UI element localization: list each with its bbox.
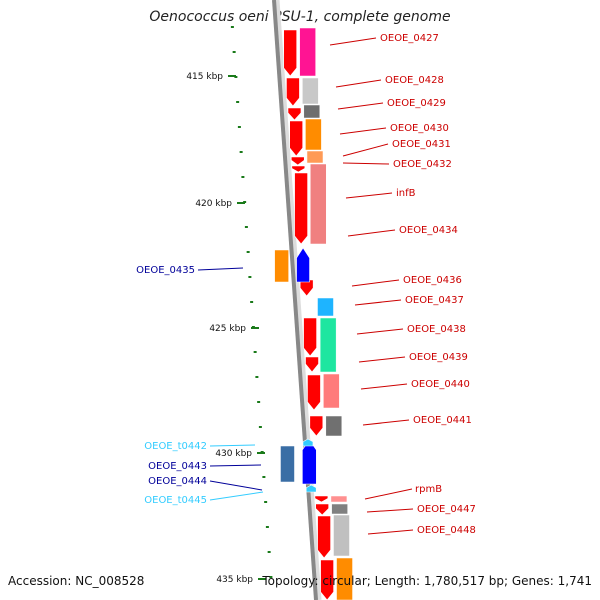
scale-ticks: 415 kbp 420 kbp 425 kbp 430 kbp 435 kbp [186, 26, 273, 585]
scale-tick-label: 415 kbp [186, 72, 223, 82]
leader-line [339, 127, 387, 135]
cds-arrow-forward [294, 172, 308, 245]
cds-arrow-forward [287, 107, 302, 121]
trna-arrow-reverse [302, 438, 314, 447]
accession-text: Accession: NC_008528 [8, 574, 145, 588]
gene-label: OEOE_0440 [411, 379, 470, 390]
gene-label: OEOE_0437 [405, 295, 464, 306]
label-leaders [197, 37, 414, 535]
backbone-line [272, 0, 318, 600]
cds-arrow-forward [315, 503, 329, 516]
cds-arrow-forward [320, 559, 334, 600]
cds-arrow-forward [291, 165, 306, 173]
cog-block-reverse [274, 249, 289, 283]
gene-label: rpmB [415, 484, 442, 495]
cds-arrow-forward [305, 356, 319, 373]
gene-label: infB [396, 188, 416, 199]
leader-line [345, 192, 393, 199]
leader-line [360, 383, 408, 390]
cog-block-forward [325, 415, 343, 437]
cog-block-forward [299, 27, 316, 77]
cds-arrow-forward [317, 515, 331, 559]
cog-block-forward [330, 495, 348, 503]
gene-features [274, 27, 353, 600]
cog-block-forward [306, 150, 324, 164]
gene-label: OEOE_0448 [417, 525, 476, 536]
cog-block-forward [305, 118, 322, 151]
gene-label: OEOE_0447 [417, 504, 476, 515]
leader-line [367, 529, 414, 535]
gene-label: OEOE_0439 [409, 352, 468, 363]
gene-label: OEOE_0429 [387, 98, 446, 109]
cds-arrow-forward [307, 374, 321, 411]
leader-line [209, 464, 262, 467]
gene-label: OEOE_0441 [413, 415, 472, 426]
trna-arrow-reverse [305, 484, 317, 493]
cog-block-forward [302, 77, 319, 105]
gene-label: OEOE_0431 [392, 139, 451, 150]
cog-block-forward [310, 163, 327, 245]
cog-block-forward [303, 104, 321, 119]
cog-block-forward [333, 514, 350, 557]
gene-label: OEOE_0432 [393, 159, 452, 170]
leader-line [351, 279, 400, 287]
gene-label: OEOE_0438 [407, 324, 466, 335]
cds-arrow-forward [286, 77, 300, 107]
leader-line [209, 480, 263, 491]
cog-block-forward [323, 373, 340, 409]
gene-label: OEOE_0435 [136, 265, 195, 276]
genome-backbone [272, 0, 322, 600]
leader-line [358, 356, 406, 363]
leader-line [197, 267, 244, 271]
scale-tick-label: 425 kbp [209, 324, 246, 334]
leader-line [209, 444, 256, 447]
cog-block-forward [319, 317, 337, 373]
cds-arrow-forward [290, 156, 305, 166]
cog-block-forward [317, 297, 334, 317]
cds-arrow-forward [283, 29, 298, 77]
scale-tick-label: 435 kbp [216, 575, 253, 585]
leader-line [329, 37, 377, 46]
leader-line [335, 79, 382, 88]
cds-arrow-forward [289, 120, 303, 157]
leader-line [347, 229, 396, 237]
gene-label: OEOE_0443 [148, 461, 207, 472]
leader-line [366, 508, 414, 513]
gene-labels: OEOE_0427 OEOE_0428 OEOE_0429 OEOE_0430 OEOE… [136, 33, 476, 536]
cog-block-forward [336, 557, 353, 600]
leader-line [337, 102, 384, 110]
cog-block-reverse [280, 445, 295, 483]
gene-label: OEOE_t0442 [144, 441, 207, 452]
gene-label: OEOE_0436 [403, 275, 462, 286]
gene-label: OEOE_0428 [385, 75, 444, 86]
leader-line [356, 328, 404, 335]
leader-line [342, 143, 389, 157]
leader-line [364, 488, 413, 500]
cds-arrow-forward [314, 495, 329, 503]
leader-line [354, 299, 402, 306]
cds-arrow-reverse [302, 439, 317, 485]
scale-tick-label: 430 kbp [215, 449, 252, 459]
cds-arrow-forward [299, 279, 314, 297]
leader-line [209, 491, 264, 501]
gene-label: OEOE_0444 [148, 476, 207, 487]
gene-label: OEOE_0434 [399, 225, 458, 236]
leader-line [362, 419, 410, 426]
gene-label: OEOE_0427 [380, 33, 439, 44]
cds-arrow-forward [303, 317, 317, 357]
page-title: Oenococcus oeni PSU-1, complete genome [149, 9, 451, 25]
cds-arrow-forward [309, 415, 324, 437]
cds-arrow-reverse [296, 247, 310, 283]
gene-label: OEOE_t0445 [144, 495, 207, 506]
scale-tick-label: 420 kbp [195, 199, 232, 209]
leader-line [342, 162, 390, 165]
gene-label: OEOE_0430 [390, 123, 449, 134]
genome-summary-text: Topology: circular; Length: 1,780,517 bp… [262, 574, 592, 588]
cog-block-forward [331, 503, 348, 515]
